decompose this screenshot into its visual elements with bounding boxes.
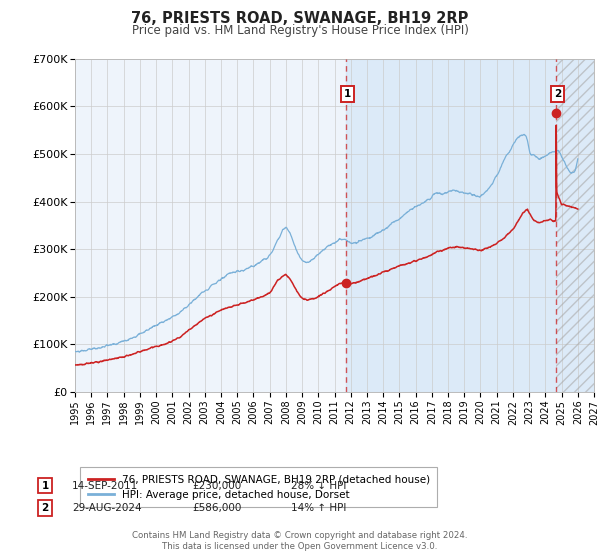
- Text: 28% ↓ HPI: 28% ↓ HPI: [291, 480, 346, 491]
- Text: 14-SEP-2011: 14-SEP-2011: [72, 480, 138, 491]
- Text: 29-AUG-2024: 29-AUG-2024: [72, 503, 142, 513]
- Legend: 76, PRIESTS ROAD, SWANAGE, BH19 2RP (detached house), HPI: Average price, detach: 76, PRIESTS ROAD, SWANAGE, BH19 2RP (det…: [80, 467, 437, 507]
- Text: 14% ↑ HPI: 14% ↑ HPI: [291, 503, 346, 513]
- Text: 2: 2: [554, 89, 561, 99]
- Bar: [346, 59, 594, 392]
- Text: 1: 1: [41, 480, 49, 491]
- Text: 2: 2: [41, 503, 49, 513]
- Text: 76, PRIESTS ROAD, SWANAGE, BH19 2RP: 76, PRIESTS ROAD, SWANAGE, BH19 2RP: [131, 11, 469, 26]
- Text: £230,000: £230,000: [192, 480, 241, 491]
- Bar: [556, 59, 594, 392]
- Text: Contains HM Land Registry data © Crown copyright and database right 2024.: Contains HM Land Registry data © Crown c…: [132, 531, 468, 540]
- Text: This data is licensed under the Open Government Licence v3.0.: This data is licensed under the Open Gov…: [163, 542, 437, 551]
- Text: £586,000: £586,000: [192, 503, 241, 513]
- Text: Price paid vs. HM Land Registry's House Price Index (HPI): Price paid vs. HM Land Registry's House …: [131, 24, 469, 36]
- Text: 1: 1: [344, 89, 351, 99]
- Bar: [556, 59, 594, 392]
